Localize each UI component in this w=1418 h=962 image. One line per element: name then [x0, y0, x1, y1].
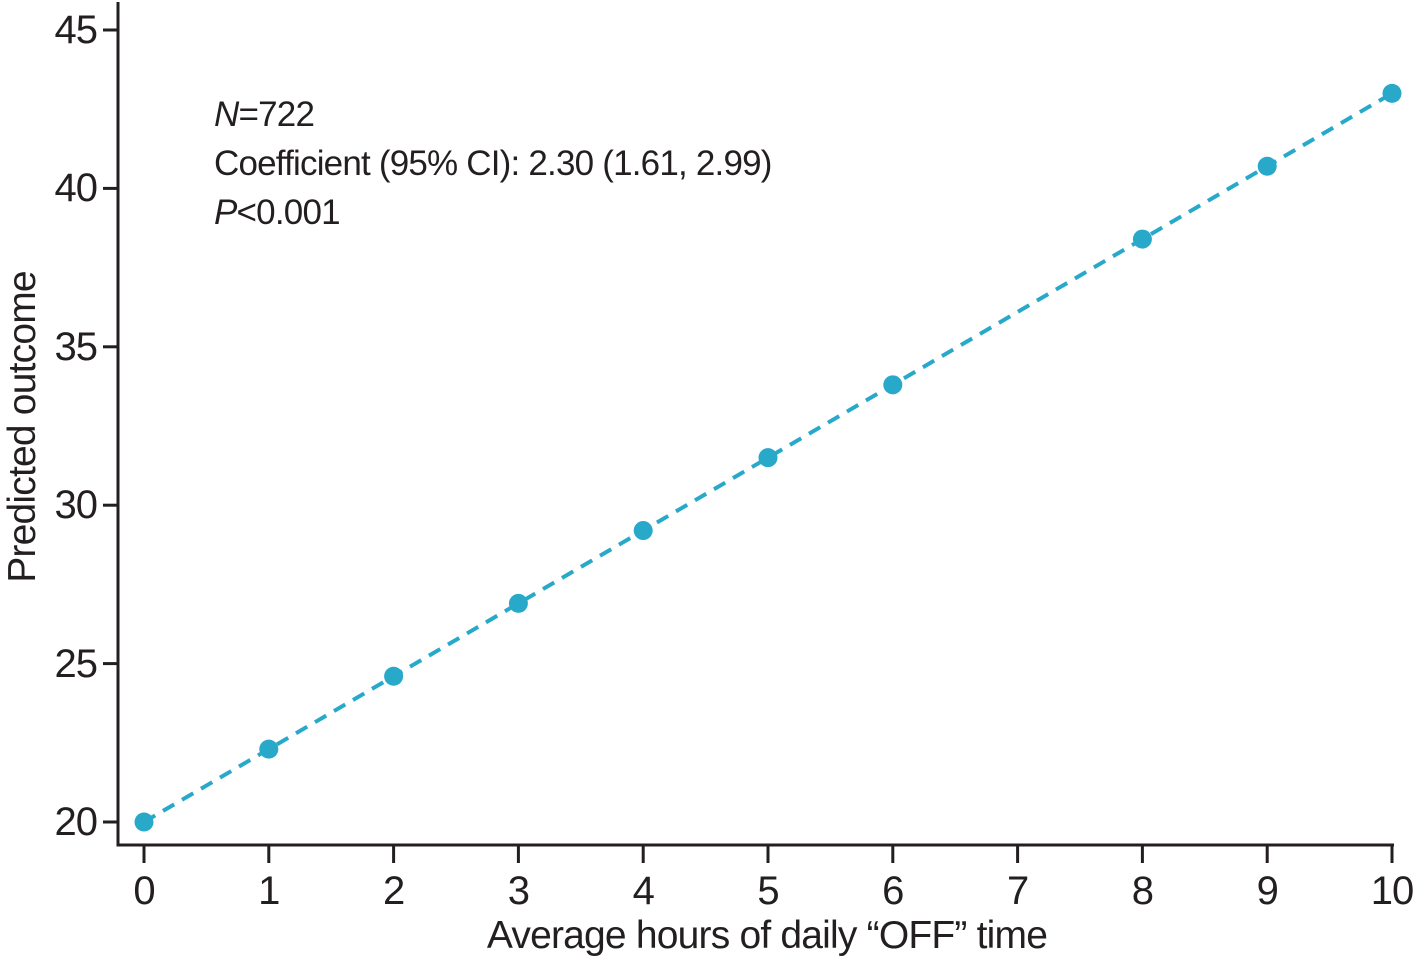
x-tick-label: 6 — [882, 869, 904, 913]
y-tick-label: 35 — [54, 324, 99, 369]
data-point — [259, 739, 279, 759]
data-point — [134, 812, 154, 832]
data-point — [1257, 156, 1277, 176]
x-tick-label: 2 — [382, 869, 405, 913]
x-tick-label: 1 — [258, 869, 280, 913]
x-tick-label: 8 — [1131, 869, 1154, 913]
data-point — [1382, 83, 1402, 103]
annotation-p-symbol: P — [214, 193, 237, 232]
x-tick-label: 5 — [757, 869, 779, 913]
data-point — [883, 375, 903, 395]
y-tick-label: 40 — [54, 166, 99, 211]
x-tick-label: 4 — [632, 869, 655, 913]
annotation-line-p: P<0.001 — [214, 188, 772, 237]
x-tick-label: 7 — [1006, 869, 1029, 913]
annotation-line-n: N=722 — [214, 90, 772, 139]
annotation-n-value: =722 — [238, 95, 315, 134]
data-point — [1132, 229, 1152, 249]
x-tick-label: 10 — [1370, 869, 1415, 913]
y-tick-label: 45 — [54, 8, 99, 52]
trend-line — [142, 91, 1394, 824]
y-tick-label: 25 — [54, 641, 99, 686]
data-point — [633, 521, 653, 541]
y-axis-label: Predicted outcome — [1, 271, 44, 583]
data-point — [384, 666, 404, 686]
y-tick-label: 20 — [54, 800, 99, 844]
x-tick-label: 0 — [133, 869, 155, 913]
data-point — [758, 448, 778, 468]
x-tick-label: 3 — [507, 869, 530, 913]
data-point — [508, 593, 528, 613]
x-axis-label: Average hours of daily “OFF” time — [486, 914, 1048, 957]
y-tick-label: 30 — [54, 483, 99, 528]
annotation-n-symbol: N — [214, 95, 239, 134]
annotation-line-coefficient: Coefficient (95% CI): 2.30 (1.61, 2.99) — [214, 144, 772, 183]
x-tick-label: 9 — [1256, 869, 1279, 913]
annotation-box: N=722 Coefficient (95% CI): 2.30 (1.61, … — [214, 90, 772, 237]
annotation-p-value: <0.001 — [236, 193, 341, 232]
